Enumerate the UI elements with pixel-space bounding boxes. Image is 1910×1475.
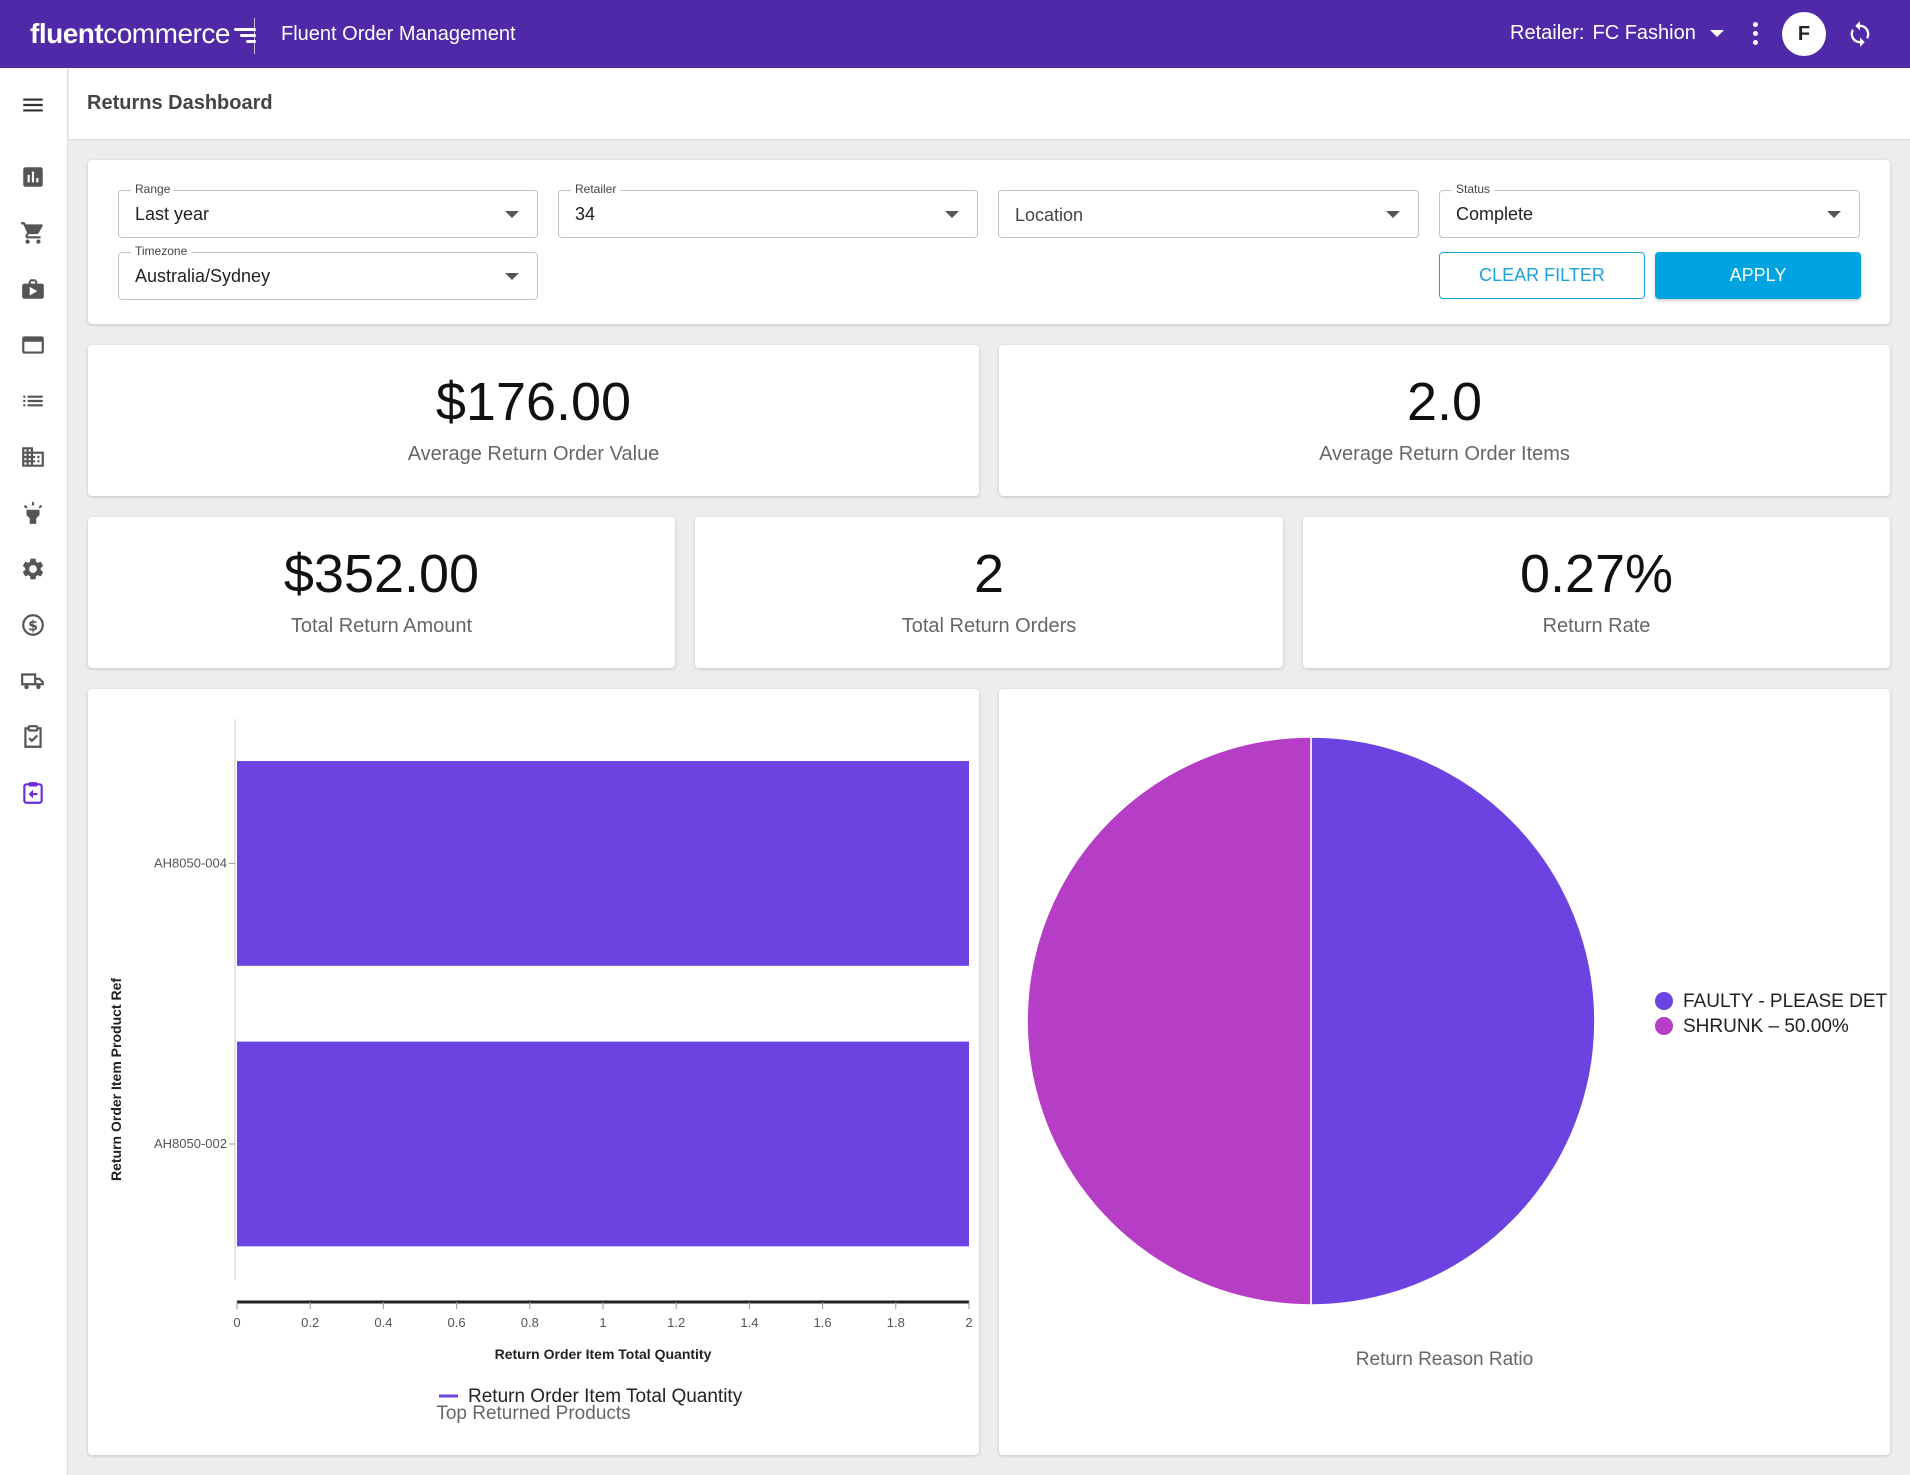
sidebar: $ bbox=[0, 68, 68, 1475]
legend-swatch bbox=[1655, 1017, 1673, 1035]
logo-text-bold: fluent bbox=[30, 18, 104, 49]
metric-value: 2.0 bbox=[1406, 372, 1483, 432]
location-select-placeholder: Location bbox=[1015, 205, 1084, 225]
metric-card-total-amount: $352.00 Total Return Amount bbox=[88, 517, 675, 668]
legend-label: FAULTY - PLEASE DET bbox=[1683, 991, 1888, 1012]
logo-lines-icon bbox=[233, 25, 256, 43]
legend-label: Return Order Item Total Quantity bbox=[468, 1386, 743, 1407]
fluent-commerce-logo[interactable]: fluent commerce bbox=[30, 18, 256, 50]
returns-clipboard-icon[interactable] bbox=[20, 780, 46, 806]
apply-button[interactable]: APPLY bbox=[1655, 252, 1861, 299]
top-returned-products-card: AH8050-004 AH8050-002 0 0.2 0.4 0.6 0.8 1 1.2 1.4… bbox=[88, 689, 979, 1455]
svg-text:$: $ bbox=[28, 618, 38, 634]
retailer-selector[interactable]: Retailer: FC Fashion bbox=[1510, 22, 1724, 45]
chevron-down-icon bbox=[1386, 211, 1400, 218]
highlight-lamp-icon[interactable] bbox=[20, 500, 46, 526]
metric-label: Average Return Order Items bbox=[1319, 443, 1570, 465]
y-tick-label: AH8050-004 bbox=[154, 855, 227, 870]
shopping-cart-icon[interactable] bbox=[20, 220, 46, 246]
clear-filter-button[interactable]: CLEAR FILTER bbox=[1439, 252, 1645, 299]
metric-value: $176.00 bbox=[435, 372, 632, 432]
business-building-icon[interactable] bbox=[20, 444, 46, 470]
metric-label: Total Return Orders bbox=[901, 615, 1077, 637]
retailer-select-label: Retailer bbox=[571, 182, 621, 196]
app-title: Fluent Order Management bbox=[281, 23, 516, 45]
x-tick-label: 1.8 bbox=[887, 1315, 905, 1330]
list-icon[interactable] bbox=[20, 388, 46, 414]
bar-chart: AH8050-004 AH8050-002 0 0.2 0.4 0.6 0.8 1 1.2 1.4… bbox=[108, 719, 973, 1407]
retailer-select-value: 34 bbox=[575, 204, 596, 224]
legend-label: SHRUNK – 50.00% bbox=[1683, 1016, 1849, 1037]
clipboard-check-icon[interactable] bbox=[20, 724, 46, 750]
chevron-down-icon bbox=[1827, 211, 1841, 218]
timezone-select-label: Timezone bbox=[131, 244, 192, 258]
chevron-down-icon bbox=[945, 211, 959, 218]
retailer-selector-label: Retailer: bbox=[1510, 22, 1585, 44]
legend-swatch bbox=[1655, 992, 1673, 1010]
pie-chart: FAULTY - PLEASE DET SHRUNK – 50.00% bbox=[1026, 736, 1888, 1306]
logo-text-light: commerce bbox=[103, 18, 230, 49]
x-tick-label: 2 bbox=[965, 1315, 972, 1330]
pie-slice-2 bbox=[1026, 736, 1312, 1306]
x-tick-label: 1.4 bbox=[740, 1315, 758, 1330]
metric-card-total-orders: 2 Total Return Orders bbox=[695, 517, 1283, 668]
chevron-down-icon bbox=[1709, 30, 1724, 37]
chevron-down-icon bbox=[505, 273, 519, 280]
metric-label: Total Return Amount bbox=[290, 615, 473, 637]
chart-title: Return Reason Ratio bbox=[1355, 1349, 1534, 1370]
dollar-circle-icon[interactable]: $ bbox=[20, 612, 46, 638]
x-tick-label: 1.6 bbox=[814, 1315, 832, 1330]
x-axis-title: Return Order Item Total Quantity bbox=[495, 1346, 712, 1362]
top-app-bar: fluent commerce Fluent Order Management R… bbox=[0, 0, 1910, 68]
x-tick-label: 1.2 bbox=[667, 1315, 685, 1330]
timezone-select[interactable]: Timezone Australia/Sydney bbox=[118, 244, 538, 300]
header-divider bbox=[254, 18, 255, 54]
x-tick-label: 1 bbox=[599, 1315, 606, 1330]
chart-title: Top Returned Products bbox=[436, 1403, 631, 1424]
retailer-select[interactable]: Retailer 34 bbox=[558, 182, 978, 238]
range-select-value: Last year bbox=[135, 204, 210, 224]
status-select[interactable]: Status Complete bbox=[1439, 182, 1860, 238]
retailer-selector-value: FC Fashion bbox=[1592, 22, 1696, 44]
metric-card-avg-order-items: 2.0 Average Return Order Items bbox=[999, 345, 1890, 496]
metric-label: Return Rate bbox=[1542, 615, 1651, 637]
metric-value: 0.27% bbox=[1519, 544, 1674, 604]
pie-slice-1 bbox=[1310, 736, 1596, 1306]
refresh-icon[interactable] bbox=[1846, 20, 1874, 48]
metric-value: $352.00 bbox=[283, 544, 480, 604]
location-select[interactable]: Location bbox=[998, 190, 1419, 238]
web-window-icon[interactable] bbox=[20, 332, 46, 358]
x-tick-label: 0.4 bbox=[374, 1315, 392, 1330]
return-reason-ratio-card: FAULTY - PLEASE DET SHRUNK – 50.00% Retur… bbox=[999, 689, 1890, 1455]
x-tick-label: 0 bbox=[233, 1315, 240, 1330]
range-select[interactable]: Range Last year bbox=[118, 182, 538, 238]
range-select-label: Range bbox=[131, 182, 175, 196]
x-tick-label: 0.2 bbox=[301, 1315, 319, 1330]
timezone-select-value: Australia/Sydney bbox=[135, 266, 271, 286]
settings-gear-icon[interactable] bbox=[20, 556, 46, 582]
bar-ah8050-002 bbox=[237, 1041, 969, 1247]
delivery-truck-icon[interactable] bbox=[20, 668, 46, 694]
bar-ah8050-004 bbox=[237, 761, 969, 966]
metric-card-return-rate: 0.27% Return Rate bbox=[1303, 517, 1890, 668]
status-select-label: Status bbox=[1452, 182, 1495, 196]
user-avatar[interactable]: F bbox=[1782, 12, 1826, 56]
page-header: Returns Dashboard bbox=[69, 68, 1910, 140]
metric-card-avg-order-value: $176.00 Average Return Order Value bbox=[88, 345, 979, 496]
x-tick-label: 0.8 bbox=[521, 1315, 539, 1330]
page-title: Returns Dashboard bbox=[87, 92, 273, 114]
status-select-value: Complete bbox=[1456, 204, 1534, 224]
metric-value: 2 bbox=[973, 544, 1005, 604]
menu-icon[interactable] bbox=[20, 92, 46, 118]
x-tick-label: 0.6 bbox=[448, 1315, 466, 1330]
dashboard-chart-icon[interactable] bbox=[20, 164, 46, 190]
work-bag-icon[interactable] bbox=[20, 276, 46, 302]
chevron-down-icon bbox=[505, 211, 519, 218]
y-axis-title: Return Order Item Product Ref bbox=[108, 978, 124, 1181]
y-tick-label: AH8050-002 bbox=[154, 1136, 227, 1151]
more-vert-icon[interactable] bbox=[1748, 22, 1762, 46]
metric-label: Average Return Order Value bbox=[407, 443, 660, 465]
